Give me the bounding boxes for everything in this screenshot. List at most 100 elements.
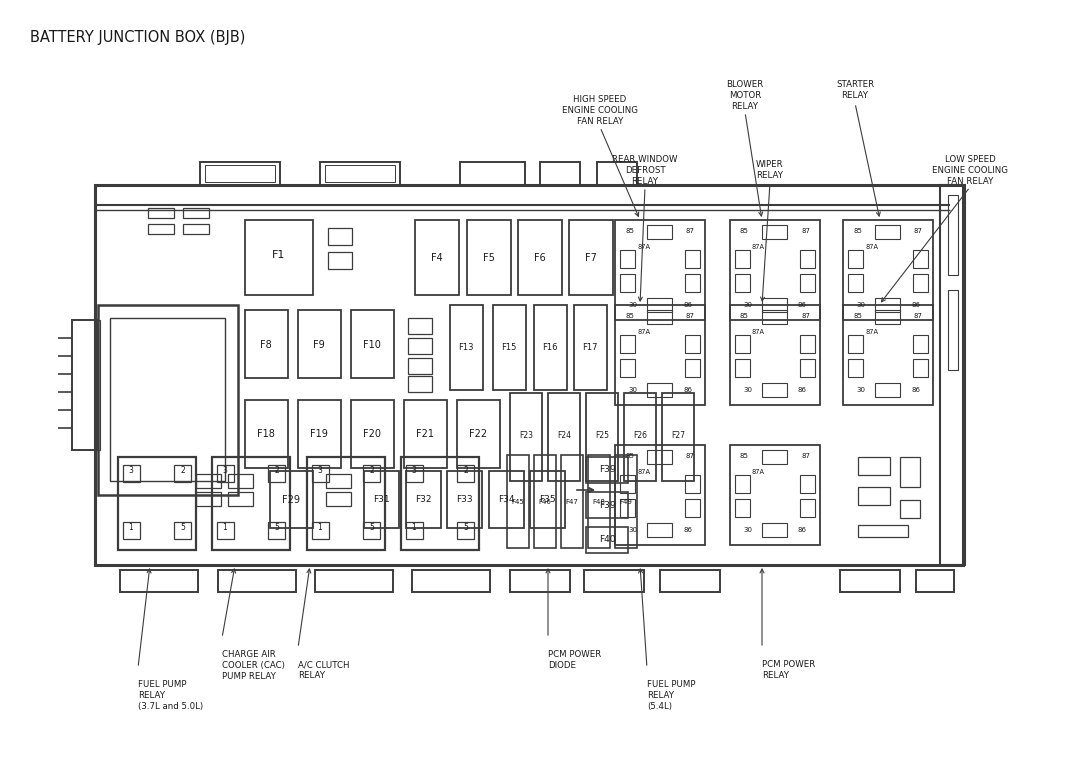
Text: 87: 87 [801, 228, 810, 234]
Bar [218, 570, 296, 592]
Bar [800, 475, 814, 493]
Bar [457, 465, 473, 482]
Bar [620, 274, 635, 292]
Text: F39: F39 [598, 466, 616, 474]
Bar [408, 338, 432, 354]
Bar [148, 224, 174, 234]
Text: F19: F19 [311, 429, 328, 439]
Bar [217, 522, 233, 539]
Bar [800, 335, 814, 353]
Text: 87A: 87A [637, 244, 651, 250]
Bar [735, 359, 750, 377]
Bar [646, 523, 672, 537]
Text: 86: 86 [683, 527, 692, 533]
Bar [685, 335, 700, 353]
Text: PCM POWER
DIODE: PCM POWER DIODE [548, 650, 602, 670]
Bar [174, 522, 191, 539]
Bar [118, 457, 195, 550]
Bar [761, 310, 786, 324]
Bar [123, 522, 140, 539]
Bar [685, 499, 700, 517]
Bar [534, 305, 567, 390]
Text: 86: 86 [683, 387, 692, 393]
Bar [298, 400, 341, 468]
Bar [615, 455, 637, 548]
Bar [662, 393, 694, 481]
Text: 85: 85 [626, 228, 634, 234]
Text: F6: F6 [534, 253, 546, 263]
Bar [406, 471, 441, 528]
Bar [312, 522, 329, 539]
Bar [94, 320, 100, 450]
Text: 3: 3 [317, 466, 323, 475]
Bar [646, 310, 672, 324]
Bar [174, 465, 191, 482]
Text: 85: 85 [853, 313, 862, 319]
Text: 1: 1 [223, 523, 227, 532]
Bar [900, 500, 920, 518]
Text: 87A: 87A [866, 244, 877, 250]
Text: F18: F18 [257, 429, 275, 439]
Text: F7: F7 [585, 253, 597, 263]
Text: F20: F20 [363, 429, 381, 439]
Bar [351, 310, 394, 378]
Bar [228, 492, 253, 506]
Bar [800, 274, 814, 292]
Bar [408, 318, 432, 334]
Text: 2: 2 [464, 466, 468, 475]
Text: WIPER
RELAY: WIPER RELAY [756, 160, 784, 180]
Bar [735, 499, 750, 517]
Bar [913, 359, 929, 377]
Bar [646, 298, 672, 312]
Bar [586, 527, 628, 553]
Text: 85: 85 [740, 313, 749, 319]
Bar [406, 465, 424, 482]
Bar [874, 225, 899, 239]
Text: 86: 86 [798, 302, 807, 308]
Text: 2: 2 [180, 466, 186, 475]
Bar [685, 359, 700, 377]
Text: F49: F49 [619, 499, 632, 505]
Bar [270, 471, 313, 528]
Bar [540, 162, 580, 185]
Bar [518, 220, 561, 295]
Text: 1: 1 [317, 523, 323, 532]
Bar [735, 335, 750, 353]
Bar [620, 250, 635, 268]
Text: F46: F46 [539, 499, 552, 505]
Text: F29: F29 [282, 495, 300, 505]
Text: F4: F4 [431, 253, 443, 263]
Bar [848, 335, 863, 353]
Bar [646, 450, 672, 464]
Bar [615, 445, 705, 545]
Bar [685, 250, 700, 268]
Bar [408, 358, 432, 374]
Bar [735, 274, 750, 292]
Text: F13: F13 [458, 343, 473, 352]
Text: FUEL PUMP
RELAY
(3.7L and 5.0L): FUEL PUMP RELAY (3.7L and 5.0L) [138, 680, 203, 711]
Bar [913, 250, 929, 268]
Bar [510, 570, 570, 592]
Text: 86: 86 [911, 302, 920, 308]
Text: F32: F32 [415, 495, 431, 505]
Bar [900, 457, 920, 487]
Text: F24: F24 [557, 430, 571, 439]
Bar [646, 225, 672, 239]
Text: 87: 87 [914, 313, 923, 319]
Bar [326, 474, 351, 488]
Bar [761, 225, 786, 239]
Bar [800, 359, 814, 377]
Text: 30: 30 [743, 387, 752, 393]
Bar [858, 457, 891, 475]
Bar [245, 400, 288, 468]
Bar [450, 305, 483, 390]
Text: 87: 87 [914, 228, 923, 234]
Bar [326, 492, 351, 506]
Text: 86: 86 [683, 302, 692, 308]
Text: 87: 87 [801, 453, 810, 459]
Bar [800, 499, 814, 517]
Bar [730, 305, 820, 405]
Bar [72, 320, 98, 450]
Text: 2: 2 [275, 466, 279, 475]
Bar [730, 220, 820, 320]
